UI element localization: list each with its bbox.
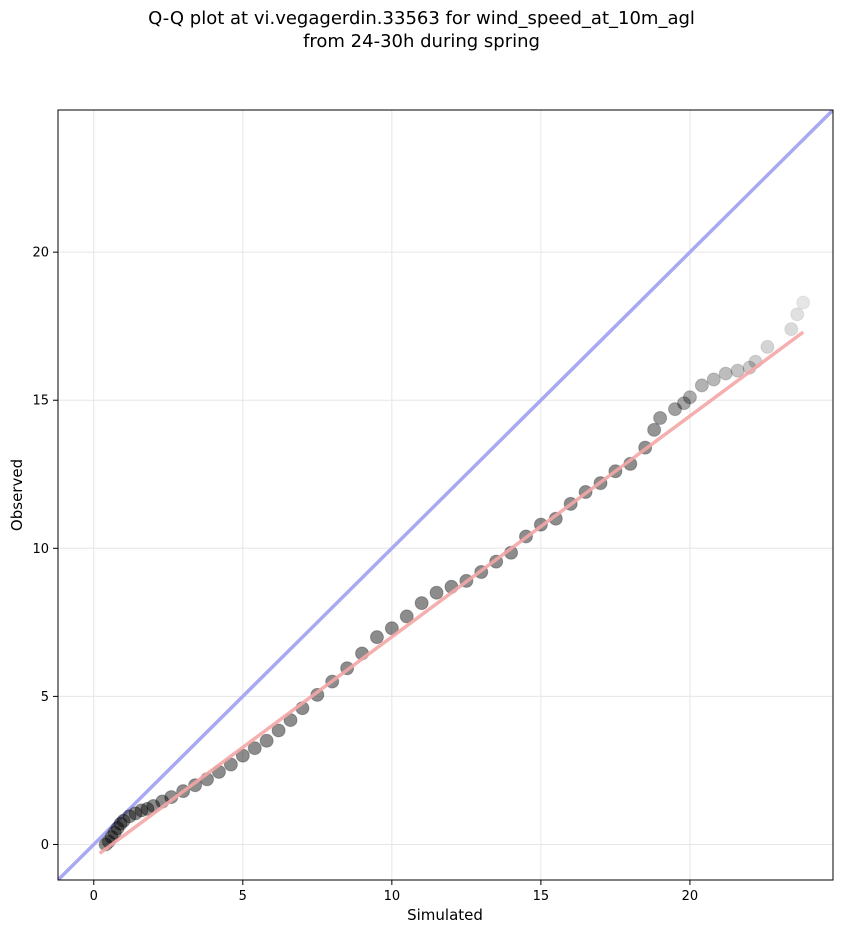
- quantile-point: [107, 825, 122, 840]
- quantile-point: [706, 372, 721, 387]
- quantile-point: [414, 596, 429, 611]
- quantile-point: [760, 339, 775, 354]
- quantile-point: [730, 363, 745, 378]
- y-tick-label: 5: [41, 690, 49, 705]
- y-tick-label: 20: [32, 246, 49, 261]
- identity-line: [58, 110, 833, 880]
- quantile-point: [140, 801, 155, 816]
- quantile-point: [653, 411, 668, 425]
- plot-frame: [57, 109, 834, 881]
- quantile-point: [122, 809, 137, 824]
- quantile-point: [790, 307, 805, 322]
- quantile-point: [676, 396, 691, 411]
- x-axis-label: Simulated: [407, 906, 483, 924]
- quantile-point: [259, 733, 274, 748]
- axis-ticks: 0 5 10 15 20 0 5 10 15 20: [32, 246, 698, 904]
- x-tick-label: 0: [90, 889, 98, 904]
- x-tick-label: 10: [384, 889, 401, 904]
- quantile-point: [369, 630, 384, 645]
- fit-line: [98, 330, 805, 855]
- quantile-point: [271, 723, 286, 738]
- x-tick-label: 5: [239, 889, 247, 904]
- x-tick-label: 15: [533, 889, 550, 904]
- quantile-point: [668, 402, 683, 417]
- quantile-point: [429, 585, 444, 600]
- quantile-point: [113, 816, 128, 831]
- y-tick-label: 15: [32, 394, 49, 409]
- quantile-point: [682, 390, 697, 405]
- quantile-point: [134, 803, 149, 818]
- quantile-point: [247, 741, 262, 756]
- y-tick-label: 10: [32, 542, 49, 557]
- quantile-point: [784, 322, 799, 337]
- gridlines: [58, 110, 833, 880]
- quantile-point: [796, 295, 811, 310]
- quantile-point: [110, 821, 125, 836]
- chart-subtitle: from 24-30h during spring: [303, 31, 540, 52]
- chart-title: Q-Q plot at vi.vegagerdin.33563 for wind…: [148, 8, 695, 29]
- quantile-point: [718, 366, 733, 381]
- quantile-point: [694, 378, 709, 393]
- plot-area: [58, 110, 833, 880]
- y-axis-label: Observed: [8, 459, 26, 531]
- quantile-point: [116, 813, 131, 828]
- quantile-point: [647, 422, 662, 437]
- y-tick-label: 0: [41, 838, 49, 853]
- quantile-point: [399, 609, 414, 624]
- quantile-point: [128, 806, 143, 821]
- x-tick-label: 20: [682, 889, 699, 904]
